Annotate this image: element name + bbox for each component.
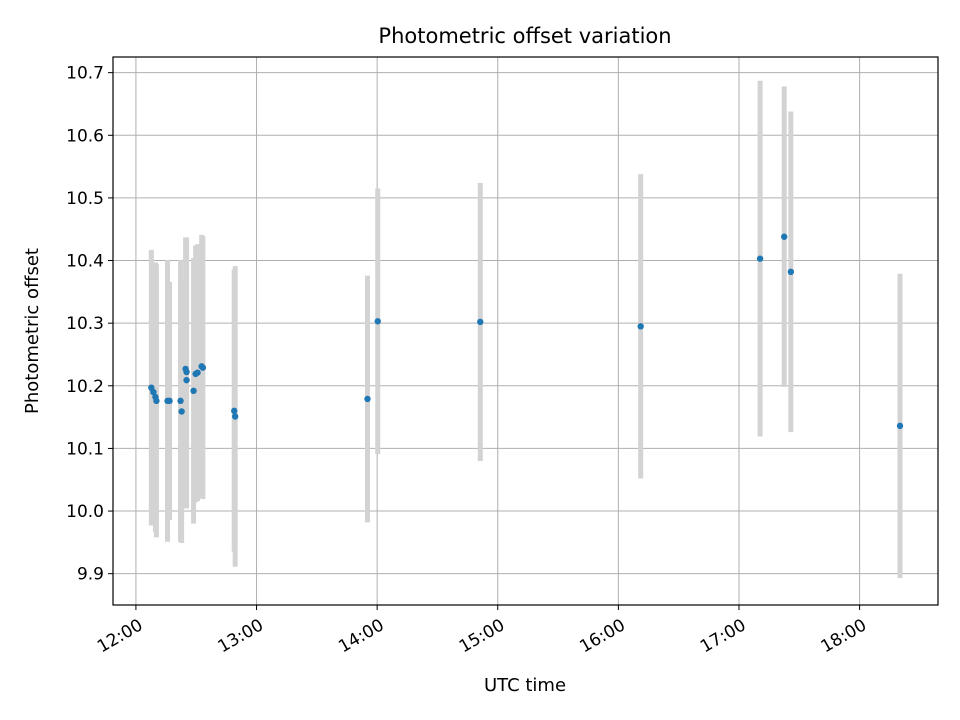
x-axis-label: UTC time [484, 675, 566, 696]
data-point [374, 318, 381, 325]
data-point [166, 397, 173, 405]
y-tick-label: 9.9 [77, 565, 104, 585]
data-points [148, 233, 904, 430]
data-point [183, 376, 190, 384]
data-point [194, 369, 201, 376]
data-point [781, 233, 788, 240]
data-point [477, 318, 484, 326]
y-tick-label: 10.4 [66, 252, 104, 272]
y-tick-label: 10.0 [66, 502, 104, 522]
y-axis-ticks: 9.9 10.0 10.1 10.2 10.3 10.4 10.5 10.6 10.7 [66, 64, 113, 585]
data-point [787, 268, 795, 276]
data-point [364, 395, 371, 403]
plot-frame [112, 56, 939, 606]
data-point [190, 387, 197, 395]
y-tick-label: 10.6 [66, 126, 104, 146]
data-point [231, 413, 239, 420]
chart-title: Photometric offset variation [378, 24, 671, 48]
y-axis-label: Photometric offset [22, 248, 43, 414]
data-point [231, 407, 238, 415]
grid [113, 57, 938, 605]
y-tick-label: 10.1 [66, 439, 104, 459]
data-point [153, 397, 160, 405]
data-point [756, 255, 764, 262]
y-tick-label: 10.5 [66, 189, 104, 209]
y-tick-label: 10.2 [66, 377, 104, 397]
data-point [199, 364, 207, 371]
data-point [896, 422, 904, 430]
y-tick-label: 10.7 [66, 64, 104, 84]
data-point [637, 323, 644, 330]
data-point [183, 368, 190, 376]
data-point [150, 388, 157, 396]
y-tick-label: 10.3 [66, 314, 104, 334]
data-point [178, 408, 185, 415]
data-point [177, 397, 184, 405]
